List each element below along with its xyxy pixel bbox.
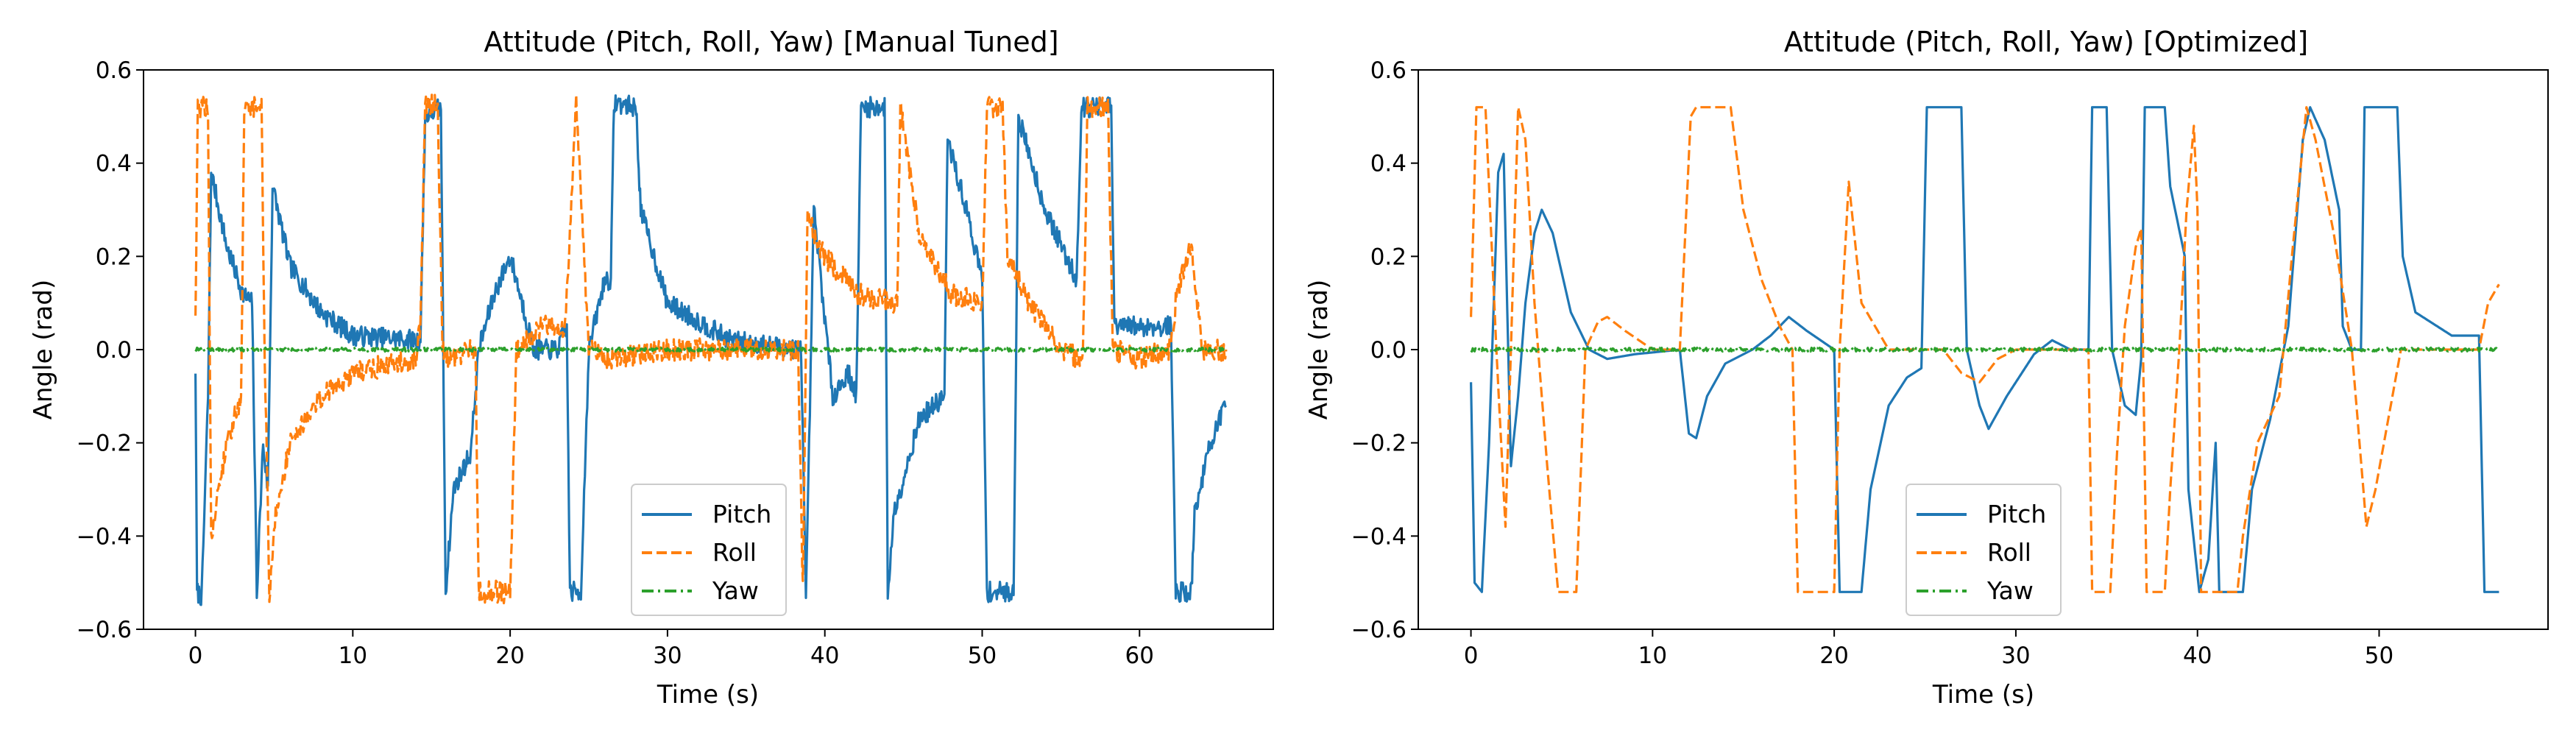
- x-tick-label: 50: [968, 643, 997, 669]
- y-tick-label: −0.2: [1351, 431, 1406, 457]
- y-axis-label: Angle (rad): [29, 280, 58, 420]
- legend-box: [1906, 484, 2062, 616]
- legend: Pitch Roll Yaw: [631, 484, 787, 616]
- y-tick-label: 0.6: [96, 57, 132, 84]
- x-tick-label: 30: [2001, 643, 2030, 669]
- y-tick-label: −0.6: [1351, 617, 1406, 643]
- series-pitch-line: [194, 94, 1228, 606]
- y-tick-label: −0.4: [77, 523, 132, 550]
- subplot-optimized: Attitude (Pitch, Roll, Yaw) [Optimized] …: [1304, 26, 2549, 710]
- y-tick-label: 0.2: [96, 244, 132, 270]
- chart-title: Attitude (Pitch, Roll, Yaw) [Manual Tune…: [484, 26, 1058, 58]
- series-pitch-line: [1470, 106, 2499, 593]
- subplot-manual-tuned: Attitude (Pitch, Roll, Yaw) [Manual Tune…: [29, 26, 1274, 710]
- legend-label-roll: Roll: [1987, 538, 2031, 567]
- y-tick-label: 0.2: [1370, 244, 1406, 270]
- legend-label-pitch: Pitch: [1987, 500, 2046, 528]
- y-tick-label: 0.0: [1370, 337, 1406, 364]
- x-tick-label: 40: [810, 643, 839, 669]
- chart-title: Attitude (Pitch, Roll, Yaw) [Optimized]: [1784, 26, 2308, 58]
- y-tick-label: −0.2: [77, 431, 132, 457]
- x-tick-label: 20: [495, 643, 524, 669]
- x-tick-label: 60: [1125, 643, 1154, 669]
- y-tick-label: −0.4: [1351, 523, 1406, 550]
- series-roll-line: [194, 93, 1228, 605]
- x-tick-label: 20: [1819, 643, 1848, 669]
- legend: Pitch Roll Yaw: [1906, 484, 2062, 616]
- x-tick-label: 30: [653, 643, 682, 669]
- legend-box: [631, 484, 787, 616]
- series-yaw-line: [194, 346, 1227, 353]
- legend-label-pitch: Pitch: [712, 500, 771, 528]
- y-tick-label: 0.4: [1370, 151, 1406, 177]
- y-tick-label: 0.6: [1370, 57, 1406, 84]
- x-tick-label: 40: [2183, 643, 2212, 669]
- y-tick-label: 0.0: [96, 337, 132, 364]
- legend-label-yaw: Yaw: [1986, 576, 2034, 605]
- x-tick-label: 0: [1464, 643, 1479, 669]
- x-tick-label: 0: [188, 643, 203, 669]
- x-axis-label: Time (s): [657, 680, 759, 710]
- x-tick-label: 50: [2365, 643, 2393, 669]
- legend-label-yaw: Yaw: [712, 576, 759, 605]
- x-axis-label: Time (s): [1932, 680, 2034, 710]
- y-axis-label: Angle (rad): [1304, 280, 1334, 420]
- x-tick-label: 10: [1638, 643, 1667, 669]
- y-tick-label: 0.4: [96, 151, 132, 177]
- x-tick-label: 10: [339, 643, 367, 669]
- legend-label-roll: Roll: [712, 538, 757, 567]
- y-tick-label: −0.6: [77, 617, 132, 643]
- series-yaw-line: [1470, 346, 2500, 353]
- series-roll-line: [1470, 106, 2500, 593]
